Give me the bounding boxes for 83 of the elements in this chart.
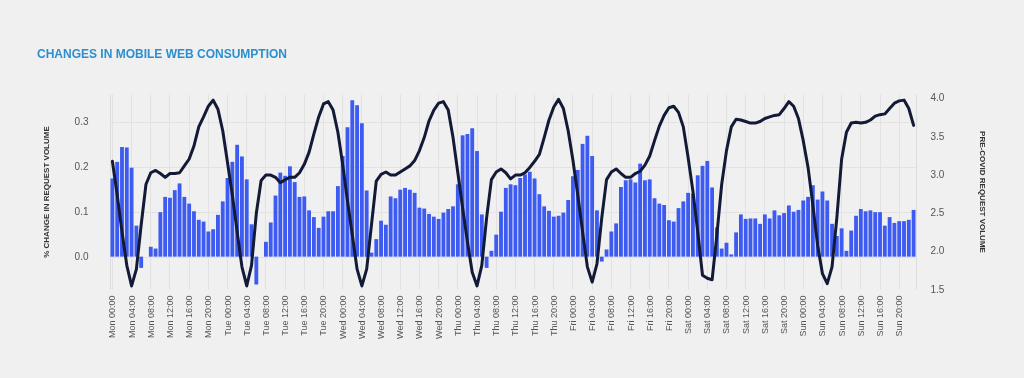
x-tick-label: Sat 04:00 [702,295,713,335]
x-tick-label: Sat 08:00 [721,295,732,335]
bar [839,228,844,257]
y2-tick-label: 3.5 [930,130,945,142]
bar [412,192,417,257]
bar [508,184,513,257]
bar [801,200,806,257]
bar [753,218,758,257]
line-series [110,97,916,288]
bar [743,218,748,257]
bar [599,256,604,262]
y2-tick-label: 2.5 [930,207,945,219]
x-tick-label: Tue 00:00 [222,295,233,336]
x-tick-label: Sun 12:00 [855,295,866,337]
x-tick-label: Thu 00:00 [452,295,463,337]
x-tick-label: Sat 16:00 [759,295,770,335]
x-tick-label: Sat 00:00 [683,295,694,335]
bar [139,256,144,268]
x-tick-label: Tue 12:00 [280,295,291,336]
x-tick-label: Sun 04:00 [817,295,828,337]
x-tick-label: Wed 08:00 [376,295,387,339]
x-tick-label: Mon 08:00 [145,295,156,339]
bar [863,211,868,257]
y-tick-label: 0.1 [74,206,89,218]
x-tick-label: Fri 20:00 [663,295,674,332]
y2-axis-title: PRE-COVID REQUEST VOLUME [978,131,988,254]
x-tick-label: Mon 00:00 [107,295,118,339]
x-tick-label: Sun 16:00 [875,295,886,337]
x-tick-label: Thu 08:00 [491,295,502,337]
y2-tick-label: 1.5 [930,283,945,295]
x-tick-label: Wed 00:00 [337,295,348,339]
x-tick-label: Fri 12:00 [625,295,636,332]
x-tick-label: Thu 16:00 [529,295,540,337]
x-tick-label: Mon 20:00 [203,295,214,339]
x-tick-label: Thu 20:00 [548,295,559,337]
x-tick-label: Sun 08:00 [836,295,847,337]
bar [398,189,403,257]
x-tick-label: Fri 16:00 [644,295,655,332]
x-tick-label: Tue 16:00 [299,295,310,336]
bar [647,179,652,257]
y2-tick-label: 3.0 [930,168,945,180]
x-tick-label: Sat 20:00 [779,295,790,335]
bar [470,128,475,257]
y-tick-label: 0.3 [74,116,89,128]
x-tick-label: Sun 00:00 [798,295,809,337]
x-tick-label: Sat 12:00 [740,295,751,335]
x-tick-label: Sun 20:00 [894,295,905,337]
x-tick-label: Wed 12:00 [395,295,406,339]
x-tick-label: Mon 04:00 [126,295,137,339]
y-tick-label: 0.2 [74,161,89,173]
x-tick-label: Thu 04:00 [472,295,483,337]
bar [254,256,259,285]
bar [484,256,489,268]
bar [302,196,307,257]
bar [422,208,427,257]
x-tick-label: Fri 00:00 [567,295,578,332]
bar [887,217,892,257]
chart-title: CHANGES IN MOBILE WEB CONSUMPTION [37,46,288,61]
x-tick-label: Thu 12:00 [510,295,521,337]
bar [911,209,916,257]
x-tick-label: Mon 16:00 [184,295,195,339]
bar [623,180,628,257]
x-tick-label: Wed 16:00 [414,295,425,339]
x-tick-label: Fri 04:00 [587,295,598,332]
bar [585,135,590,257]
y-tick-label: 0.0 [74,251,89,263]
bar [873,212,878,257]
bar [278,172,283,257]
bar [446,209,451,257]
y-axis-title: % CHANGE IN REQUEST VOLUME [41,125,51,258]
x-tick-label: Tue 08:00 [260,295,271,336]
x-tick-label: Mon 12:00 [164,295,175,339]
x-tick-label: Fri 08:00 [606,295,617,332]
y2-tick-label: 2.0 [930,245,945,257]
x-tick-label: Wed 20:00 [433,295,444,339]
x-tick-label: Tue 04:00 [241,295,252,336]
bar [326,211,331,257]
x-tick-label: Wed 04:00 [356,295,367,339]
bar [388,196,393,257]
bar [148,246,153,257]
x-tick-label: Tue 20:00 [318,295,329,336]
bar [705,160,710,257]
y2-tick-label: 4.0 [930,92,945,104]
